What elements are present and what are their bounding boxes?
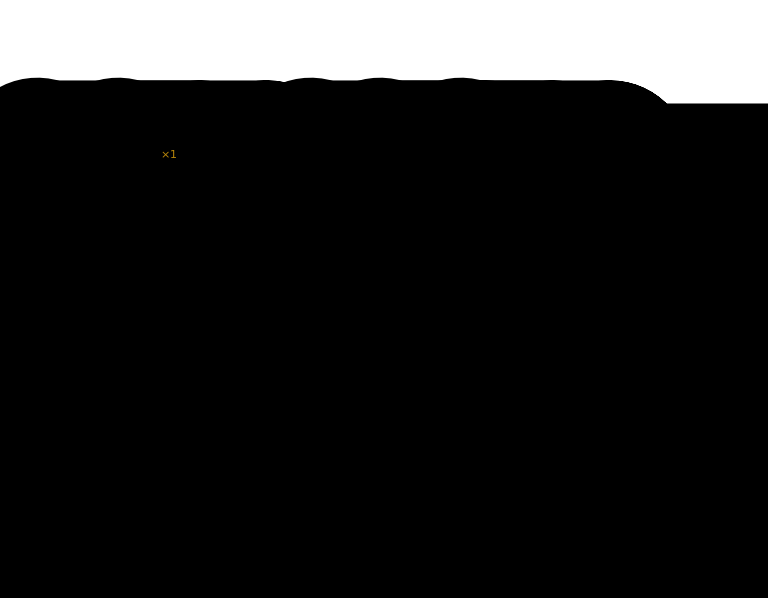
Text: PLL: PLL <box>507 144 541 163</box>
Text: +: + <box>517 157 531 175</box>
Text: Temperature: Temperature <box>393 486 450 495</box>
Bar <box>389 478 455 501</box>
Text: $F$: $F$ <box>433 118 442 131</box>
Text: * K: * K <box>472 485 485 495</box>
Text: MEMS: MEMS <box>398 325 420 334</box>
Circle shape <box>138 327 143 332</box>
Text: frac-n: frac-n <box>502 429 524 438</box>
Circle shape <box>138 420 143 425</box>
Text: (/n): (/n) <box>468 401 482 410</box>
Text: n.m: n.m <box>504 382 520 391</box>
Text: OUT: OUT <box>447 191 463 200</box>
Text: Oscillator Basic Structure: Oscillator Basic Structure <box>109 288 328 303</box>
Bar <box>385 322 433 391</box>
Text: frac-n: frac-n <box>463 431 488 440</box>
Circle shape <box>601 393 604 397</box>
Circle shape <box>452 393 456 397</box>
Bar <box>453 425 498 454</box>
Text: Crystal Unit: Crystal Unit <box>187 438 248 447</box>
Text: OUT: OUT <box>615 147 631 155</box>
Text: MEMS Oscillator Basic Structure: MEMS Oscillator Basic Structure <box>359 288 636 303</box>
Text: $\Sigma$: $\Sigma$ <box>508 481 520 499</box>
Bar <box>498 136 550 185</box>
Circle shape <box>448 393 452 397</box>
Circle shape <box>601 340 604 344</box>
Text: Comparator: Comparator <box>443 342 497 351</box>
Text: $F$: $F$ <box>439 188 449 201</box>
Text: control: control <box>461 442 490 451</box>
Bar <box>447 324 493 361</box>
Bar <box>501 478 527 501</box>
Text: Resonator: Resonator <box>389 332 429 341</box>
Text: CAL: CAL <box>505 170 543 188</box>
Text: REF: REF <box>156 124 170 133</box>
Text: Demultiplier: Demultiplier <box>449 391 501 400</box>
Bar <box>450 376 500 414</box>
Circle shape <box>292 420 296 425</box>
Text: MEMS Oscillator: MEMS Oscillator <box>418 86 556 100</box>
Text: Frequency: Frequency <box>453 382 497 391</box>
Bar <box>191 415 197 429</box>
Text: OUT: OUT <box>273 147 289 155</box>
Text: OTP Memory: OTP Memory <box>467 517 525 526</box>
Text: Frequency Ratio Setting: Frequency Ratio Setting <box>502 437 577 442</box>
Text: Loop: Loop <box>514 331 535 340</box>
Text: Filter: Filter <box>513 342 536 351</box>
Text: $F$: $F$ <box>148 118 157 131</box>
Circle shape <box>292 327 296 332</box>
Text: $F$: $F$ <box>608 139 617 152</box>
Text: Crystal Oscillator (Fundamental): Crystal Oscillator (Fundamental) <box>109 86 388 100</box>
Bar <box>465 478 492 501</box>
Text: Phase: Phase <box>456 331 483 340</box>
Bar <box>505 324 545 361</box>
Text: $F$: $F$ <box>266 139 275 152</box>
Text: REF: REF <box>441 124 455 133</box>
Text: $\times$1: $\times$1 <box>161 148 177 160</box>
Bar <box>465 511 527 532</box>
